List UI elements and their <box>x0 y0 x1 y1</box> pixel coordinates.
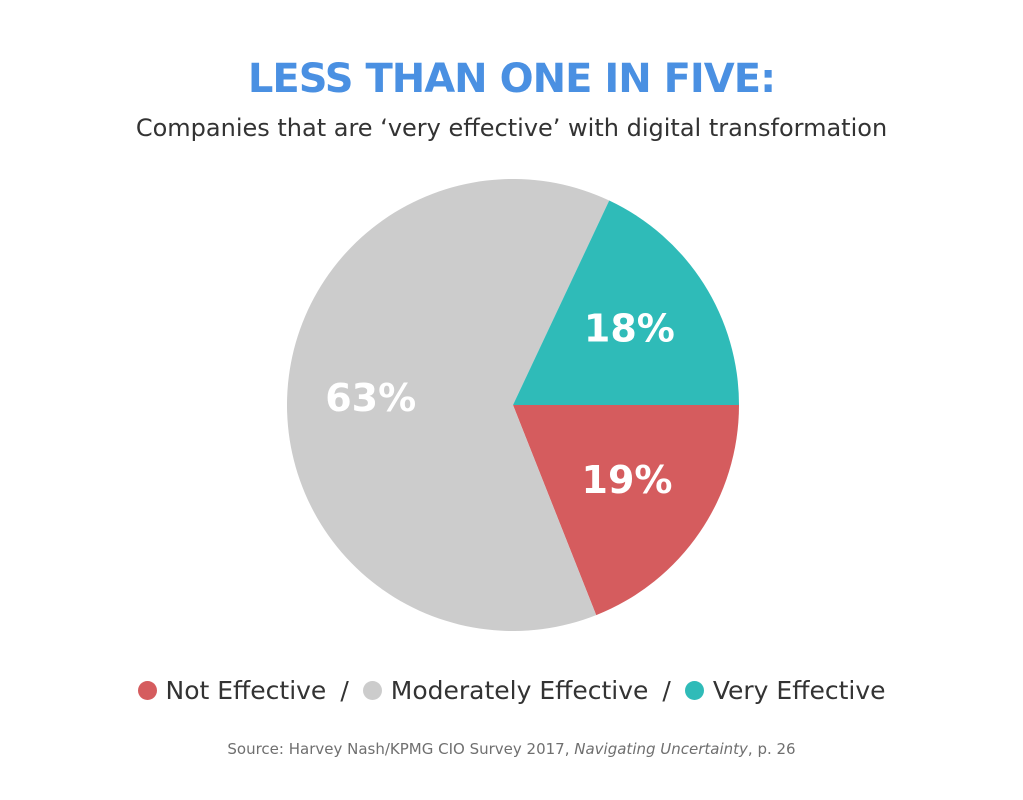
legend-swatch-not-effective <box>137 681 157 700</box>
legend-swatch-moderately-effective <box>362 681 382 700</box>
slice-label-very-effective: 18% <box>584 307 675 351</box>
pie-slice-not-effective <box>513 405 739 616</box>
slice-label-moderately-effective: 63% <box>325 376 416 420</box>
legend-label-very-effective: Very Effective <box>712 676 886 705</box>
chart-title: LESS THAN ONE IN FIVE: <box>247 56 776 102</box>
legend-item-not-effective: Not Effective <box>137 676 327 705</box>
legend-label-moderately-effective: Moderately Effective <box>390 676 649 705</box>
slice-label-not-effective: 19% <box>582 458 673 502</box>
legend: Not Effective / Moderately Effective / V… <box>0 676 1023 705</box>
legend-label-not-effective: Not Effective <box>165 676 327 705</box>
chart-subtitle: Companies that are ‘very effective’ with… <box>135 114 888 142</box>
pie-slice-moderately-effective <box>287 178 610 631</box>
source-publication-title: Navigating Uncertainty <box>574 740 748 758</box>
source-suffix: , p. 26 <box>747 740 796 758</box>
source-note: Source: Harvey Nash/KPMG CIO Survey 2017… <box>0 740 1023 758</box>
legend-separator: / <box>662 676 671 705</box>
source-prefix: Source: Harvey Nash/KPMG CIO Survey 2017… <box>227 740 575 758</box>
legend-item-moderately-effective: Moderately Effective <box>362 676 649 705</box>
legend-item-very-effective: Very Effective <box>684 676 886 705</box>
legend-separator: / <box>340 676 349 705</box>
legend-swatch-very-effective <box>684 681 704 700</box>
pie-slice-very-effective <box>513 200 739 405</box>
